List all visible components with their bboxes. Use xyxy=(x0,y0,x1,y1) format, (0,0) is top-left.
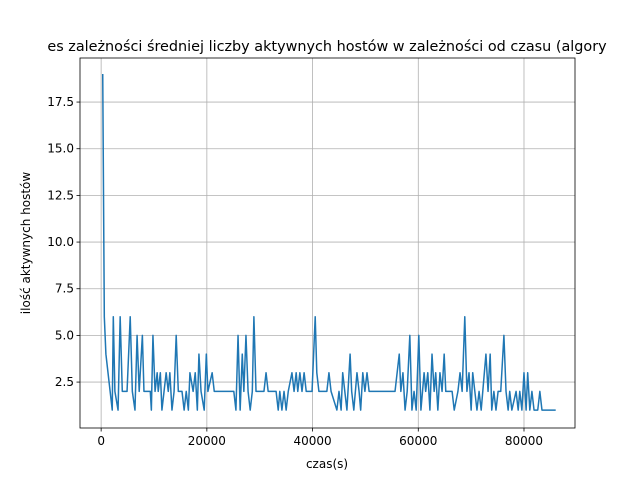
y-tick-label: 15.0 xyxy=(47,142,74,156)
x-tick-label: 80000 xyxy=(505,434,543,448)
chart-title: es zależności średniej liczby aktywnych … xyxy=(47,39,607,55)
y-axis-label: ilość aktywnych hostów xyxy=(19,172,33,315)
x-tick-label: 40000 xyxy=(293,434,331,448)
x-tick-label: 20000 xyxy=(188,434,226,448)
x-axis-label: czas(s) xyxy=(306,457,348,471)
y-tick-label: 7.5 xyxy=(55,282,74,296)
axes-frame xyxy=(79,57,576,429)
y-tick-label: 10.0 xyxy=(47,235,74,249)
x-tick-label: 0 xyxy=(97,434,105,448)
y-tick-label: 12.5 xyxy=(47,188,74,202)
y-tick-label: 17.5 xyxy=(47,95,74,109)
y-tick-label: 5.0 xyxy=(55,328,74,342)
x-tick-label: 60000 xyxy=(399,434,437,448)
data-line xyxy=(101,74,556,411)
y-tick-label: 2.5 xyxy=(55,375,74,389)
